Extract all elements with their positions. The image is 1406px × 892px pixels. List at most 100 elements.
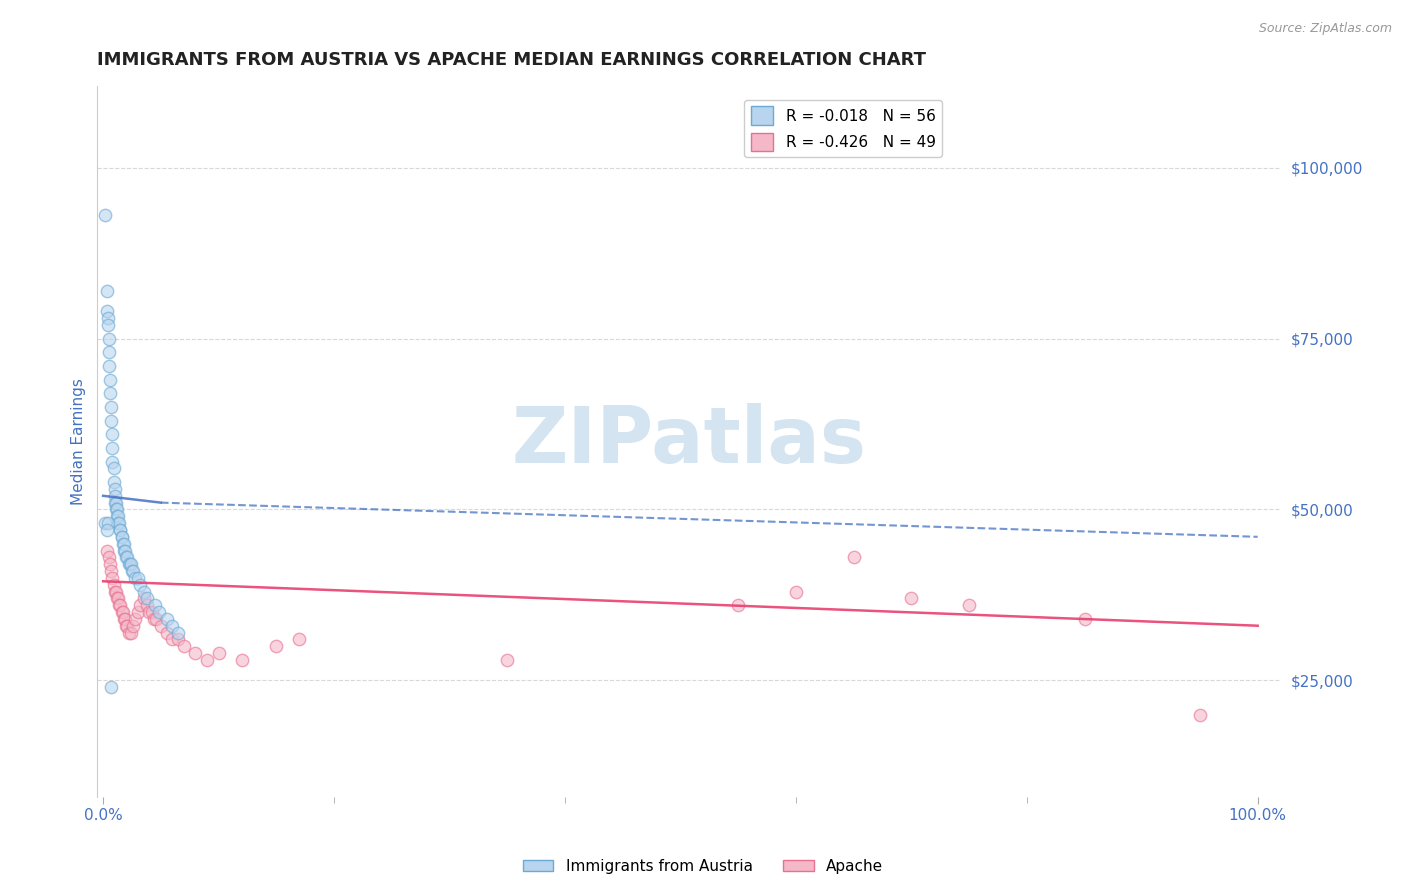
Point	[112, 612, 135, 626]
Point	[156, 612, 179, 626]
Point	[145, 612, 167, 626]
Point	[104, 495, 127, 509]
Point	[114, 612, 136, 626]
Point	[105, 591, 128, 606]
Point	[136, 591, 159, 606]
Point	[107, 591, 129, 606]
Point	[288, 632, 311, 647]
Point	[101, 454, 124, 468]
Point	[129, 598, 152, 612]
Point	[110, 605, 132, 619]
Point	[104, 482, 127, 496]
Point	[103, 461, 125, 475]
Point	[122, 618, 145, 632]
Point	[1073, 612, 1095, 626]
Legend: R = -0.018   N = 56, R = -0.426   N = 49: R = -0.018 N = 56, R = -0.426 N = 49	[744, 100, 942, 157]
Point	[141, 605, 163, 619]
Text: Source: ZipAtlas.com: Source: ZipAtlas.com	[1258, 22, 1392, 36]
Point	[110, 523, 132, 537]
Point	[111, 605, 134, 619]
Point	[98, 386, 121, 401]
Point	[117, 557, 139, 571]
Point	[195, 653, 218, 667]
Point	[101, 427, 124, 442]
Point	[136, 598, 159, 612]
Point	[162, 632, 184, 647]
Point	[110, 530, 132, 544]
Point	[112, 536, 135, 550]
Point	[1188, 707, 1211, 722]
Point	[107, 509, 129, 524]
Point	[117, 618, 139, 632]
Point	[103, 475, 125, 489]
Point	[118, 557, 141, 571]
Point	[129, 577, 152, 591]
Point	[124, 571, 146, 585]
Point	[111, 536, 134, 550]
Point	[266, 639, 288, 653]
Point	[94, 516, 117, 530]
Point	[100, 680, 122, 694]
Point	[96, 304, 118, 318]
Point	[148, 605, 170, 619]
Point	[96, 523, 118, 537]
Point	[143, 598, 166, 612]
Point	[900, 591, 922, 606]
Point	[127, 605, 149, 619]
Point	[97, 311, 120, 326]
Point	[105, 509, 128, 524]
Point	[142, 612, 165, 626]
Point	[101, 571, 124, 585]
Point	[117, 625, 139, 640]
Point	[117, 550, 139, 565]
Point	[97, 345, 120, 359]
Point	[162, 618, 184, 632]
Point	[110, 530, 132, 544]
Point	[121, 564, 143, 578]
Point	[207, 646, 229, 660]
Point	[785, 584, 807, 599]
Point	[727, 598, 749, 612]
Point	[138, 605, 160, 619]
Point	[167, 625, 190, 640]
Point	[94, 209, 117, 223]
Point	[110, 523, 132, 537]
Point	[104, 495, 127, 509]
Point	[97, 332, 120, 346]
Point	[107, 516, 129, 530]
Point	[132, 584, 155, 599]
Point	[127, 571, 149, 585]
Point	[173, 639, 195, 653]
Point	[112, 543, 135, 558]
Point	[97, 318, 120, 332]
Point	[105, 502, 128, 516]
Point	[104, 489, 127, 503]
Point	[124, 612, 146, 626]
Point	[120, 625, 142, 640]
Point	[108, 598, 131, 612]
Point	[957, 598, 980, 612]
Point	[97, 550, 120, 565]
Point	[842, 550, 865, 565]
Point	[101, 441, 124, 455]
Point	[149, 618, 172, 632]
Point	[100, 414, 122, 428]
Point	[100, 400, 122, 414]
Point	[104, 584, 127, 599]
Point	[184, 646, 207, 660]
Point	[108, 516, 131, 530]
Point	[115, 618, 138, 632]
Point	[97, 359, 120, 373]
Y-axis label: Median Earnings: Median Earnings	[72, 377, 86, 505]
Point	[98, 557, 121, 571]
Point	[104, 502, 127, 516]
Legend: Immigrants from Austria, Apache: Immigrants from Austria, Apache	[517, 853, 889, 880]
Point	[98, 373, 121, 387]
Point	[231, 653, 253, 667]
Point	[103, 577, 125, 591]
Point	[167, 632, 190, 647]
Point	[156, 625, 179, 640]
Point	[120, 557, 142, 571]
Point	[122, 564, 145, 578]
Point	[100, 564, 122, 578]
